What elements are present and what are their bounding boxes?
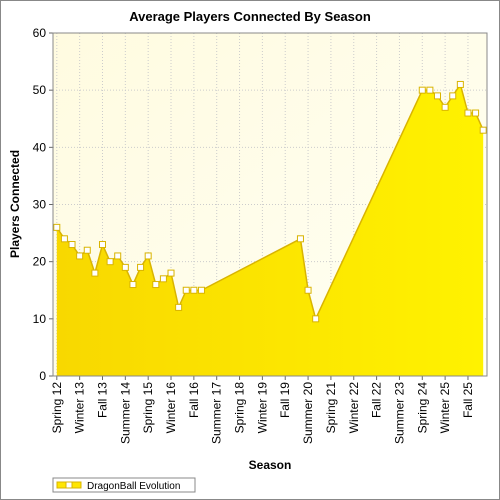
legend: DragonBall Evolution xyxy=(52,477,196,493)
point-marker xyxy=(152,281,160,289)
y-tick-label: 60 xyxy=(33,26,47,40)
x-tick-label: Spring 24 xyxy=(415,382,429,434)
point-marker xyxy=(159,275,167,283)
plot-border xyxy=(52,32,488,377)
point-marker xyxy=(114,252,122,260)
gap-bridge xyxy=(315,89,423,320)
point-marker xyxy=(129,281,137,289)
gap-bridge xyxy=(201,238,301,291)
x-tick-label: Summer 20 xyxy=(301,382,315,444)
point-marker xyxy=(456,80,464,88)
y-tick-label: 40 xyxy=(33,140,47,154)
point-marker xyxy=(304,286,312,294)
point-marker xyxy=(76,252,84,260)
x-tick-label: Fall 25 xyxy=(461,382,475,418)
y-tick-label: 30 xyxy=(33,198,47,212)
point-marker xyxy=(167,269,175,277)
point-marker xyxy=(60,235,68,243)
point-marker xyxy=(83,246,91,254)
point-marker xyxy=(121,263,129,271)
point-marker xyxy=(418,86,426,94)
y-tick-label: 0 xyxy=(39,369,46,383)
y-axis-title: Players Connected xyxy=(8,150,22,258)
point-marker xyxy=(426,86,434,94)
x-tick-label: Winter 25 xyxy=(438,382,452,434)
chart-title: Average Players Connected By Season xyxy=(129,9,371,24)
x-tick-label: Winter 19 xyxy=(255,382,269,434)
point-marker xyxy=(144,252,152,260)
x-tick-label: Spring 21 xyxy=(324,382,338,434)
legend-marker xyxy=(65,481,73,489)
point-marker xyxy=(464,109,472,117)
x-tick-label: Fall 13 xyxy=(95,382,109,418)
x-tick-label: Summer 17 xyxy=(210,382,224,444)
x-tick-label: Spring 15 xyxy=(141,382,155,434)
point-marker xyxy=(68,241,76,249)
legend-label: DragonBall Evolution xyxy=(87,481,180,492)
y-tick-label: 50 xyxy=(33,83,47,97)
legend-box xyxy=(52,477,196,493)
point-marker xyxy=(53,223,61,231)
x-tick-label: Summer 14 xyxy=(118,382,132,444)
point-marker xyxy=(190,286,198,294)
x-tick-label: Fall 22 xyxy=(370,382,384,418)
point-marker xyxy=(91,269,99,277)
point-marker xyxy=(472,109,480,117)
x-tick-label: Spring 18 xyxy=(233,382,247,434)
point-marker xyxy=(434,92,442,100)
x-tick-label: Winter 13 xyxy=(73,382,87,434)
point-marker xyxy=(296,235,304,243)
area-fill xyxy=(56,84,484,376)
point-marker xyxy=(182,286,190,294)
x-axis-title: Season xyxy=(249,458,292,472)
point-marker xyxy=(441,103,449,111)
x-tick-label: Summer 23 xyxy=(392,382,406,444)
point-marker xyxy=(106,258,114,266)
point-marker xyxy=(175,303,183,311)
point-marker xyxy=(312,315,320,323)
point-marker xyxy=(449,92,457,100)
y-tick-label: 20 xyxy=(33,255,47,269)
x-tick-label: Fall 16 xyxy=(187,382,201,418)
x-tick-label: Winter 16 xyxy=(164,382,178,434)
point-marker xyxy=(137,263,145,271)
x-tick-label: Fall 19 xyxy=(278,382,292,418)
point-marker xyxy=(98,241,106,249)
point-marker xyxy=(197,286,205,294)
point-marker xyxy=(479,126,487,134)
x-tick-label: Spring 12 xyxy=(50,382,64,434)
x-tick-label: Winter 22 xyxy=(347,382,361,434)
y-tick-label: 10 xyxy=(33,312,47,326)
